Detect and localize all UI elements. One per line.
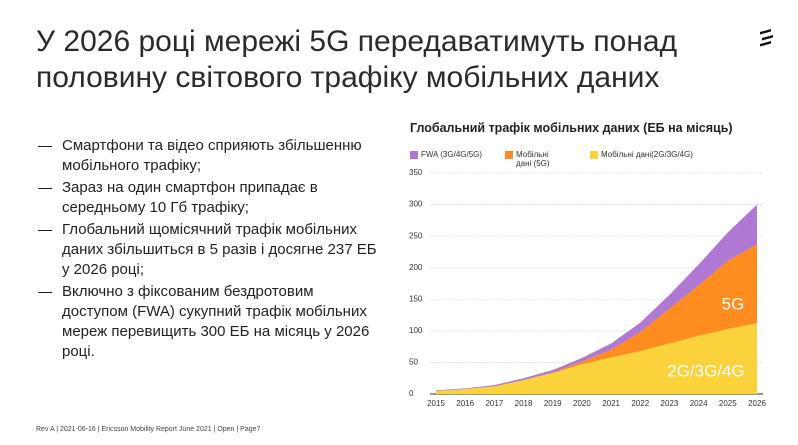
legend-label: FWA (3G/4G/5G): [421, 150, 483, 159]
bullet: Зараз на один смартфон припадає в середн…: [38, 178, 383, 218]
bullet-dash: [38, 230, 52, 231]
x-tick-label: 2026: [748, 399, 766, 408]
bullet: Включно з фіксованим бездротовим доступо…: [38, 282, 383, 362]
x-tick-label: 2017: [485, 399, 503, 408]
bullet-text: Включно з фіксованим бездротовим доступо…: [62, 283, 370, 360]
legend-item: FWA (3G/4G/5G): [410, 150, 482, 159]
bullet-dash: [38, 292, 52, 293]
bullet-list: Смартфони та відео сприяють збільшенню м…: [38, 136, 383, 364]
x-tick-label: 2016: [456, 399, 474, 408]
x-tick-label: 2018: [515, 399, 533, 408]
area: [436, 204, 757, 391]
area-label: 5G: [722, 294, 745, 313]
x-tick-label: 2023: [661, 399, 679, 408]
x-tick-label: 2022: [631, 399, 649, 408]
bullet: Глобальний щомісячний трафік мобільних д…: [38, 220, 383, 280]
footer: Rev A | 2021-06-16 | Ericsson Mobility R…: [36, 426, 261, 433]
area: [436, 244, 757, 391]
bullet-text: Зараз на один смартфон припадає в середн…: [62, 179, 318, 216]
slide-title: У 2026 році мережі 5G передаватимуть пон…: [36, 24, 677, 96]
title-line: У 2026 році мережі 5G передаватимуть пон…: [36, 25, 678, 58]
bullet-text: Смартфони та відео сприяють збільшенню м…: [62, 137, 362, 174]
title-line: половину світового трафіку мобільних дан…: [36, 61, 660, 94]
y-tick-label: 100: [409, 326, 423, 335]
area: [436, 323, 757, 394]
legend-swatch: [590, 151, 598, 159]
logo: [760, 29, 773, 47]
logo-bar: [760, 29, 771, 35]
bullet-dash: [38, 188, 52, 189]
legend-label: Мобільні дані(2G/3G/4G): [601, 150, 693, 159]
logo-bar: [762, 35, 773, 41]
y-tick-label: 350: [409, 168, 423, 177]
legend-swatch: [410, 151, 418, 159]
legend-item: Мобільні дані (5G): [505, 150, 566, 168]
y-tick-label: 150: [409, 294, 423, 303]
x-tick-label: 2020: [573, 399, 591, 408]
x-tick-label: 2024: [690, 399, 708, 408]
area-label: 2G/3G/4G: [667, 361, 744, 380]
bullet: Смартфони та відео сприяють збільшенню м…: [38, 136, 383, 176]
bullet-dash: [38, 146, 52, 147]
y-tick-label: 0: [409, 389, 414, 398]
chart-title: Глобальний трафік мобільних даних (ЕБ на…: [410, 121, 733, 135]
x-tick-label: 2019: [544, 399, 562, 408]
y-tick-label: 250: [409, 231, 423, 240]
x-tick-label: 2021: [602, 399, 620, 408]
legend-item: Мобільні дані(2G/3G/4G): [590, 150, 693, 159]
x-tick-label: 2025: [719, 399, 737, 408]
y-tick-label: 300: [409, 200, 423, 209]
x-tick-label: 2015: [427, 399, 445, 408]
bullet-text: Глобальний щомісячний трафік мобільних д…: [62, 221, 377, 278]
legend-label: Мобільні дані (5G): [516, 150, 550, 168]
legend-swatch: [505, 151, 513, 159]
y-tick-label: 50: [409, 358, 418, 367]
y-tick-label: 200: [409, 263, 423, 272]
logo-bar: [760, 41, 771, 47]
